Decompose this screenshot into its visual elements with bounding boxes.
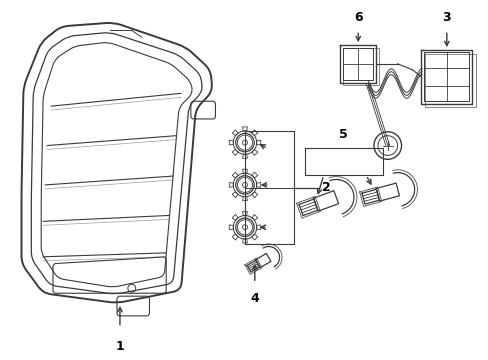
Text: 2: 2 (321, 181, 330, 194)
Text: 3: 3 (442, 12, 450, 24)
Text: 5: 5 (338, 127, 347, 141)
Text: 4: 4 (250, 292, 259, 305)
Text: 6: 6 (353, 12, 362, 24)
Text: 1: 1 (115, 339, 124, 352)
